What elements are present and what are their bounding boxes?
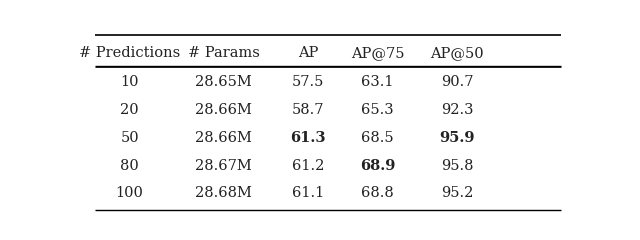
Text: 57.5: 57.5 [292,75,324,89]
Text: # Predictions: # Predictions [79,46,180,60]
Text: 50: 50 [120,131,139,145]
Text: AP@50: AP@50 [430,46,484,60]
Text: 68.5: 68.5 [362,131,394,145]
Text: 61.2: 61.2 [292,159,324,173]
Text: AP: AP [298,46,318,60]
Text: 28.65M: 28.65M [195,75,252,89]
Text: 90.7: 90.7 [441,75,473,89]
Text: 92.3: 92.3 [441,103,473,117]
Text: 63.1: 63.1 [362,75,394,89]
Text: 28.68M: 28.68M [195,186,252,200]
Text: 95.2: 95.2 [441,186,473,200]
Text: AP@75: AP@75 [351,46,404,60]
Text: 100: 100 [116,186,143,200]
Text: 20: 20 [120,103,139,117]
Text: 95.9: 95.9 [439,131,475,145]
Text: 58.7: 58.7 [292,103,324,117]
Text: 68.9: 68.9 [360,159,396,173]
Text: 10: 10 [120,75,139,89]
Text: 61.1: 61.1 [292,186,324,200]
Text: # Params: # Params [188,46,260,60]
Text: 95.8: 95.8 [441,159,473,173]
Text: 65.3: 65.3 [362,103,394,117]
Text: 28.67M: 28.67M [195,159,252,173]
Text: 28.66M: 28.66M [195,131,252,145]
Text: 28.66M: 28.66M [195,103,252,117]
Text: 61.3: 61.3 [291,131,326,145]
Text: 80: 80 [120,159,139,173]
Text: 68.8: 68.8 [361,186,394,200]
